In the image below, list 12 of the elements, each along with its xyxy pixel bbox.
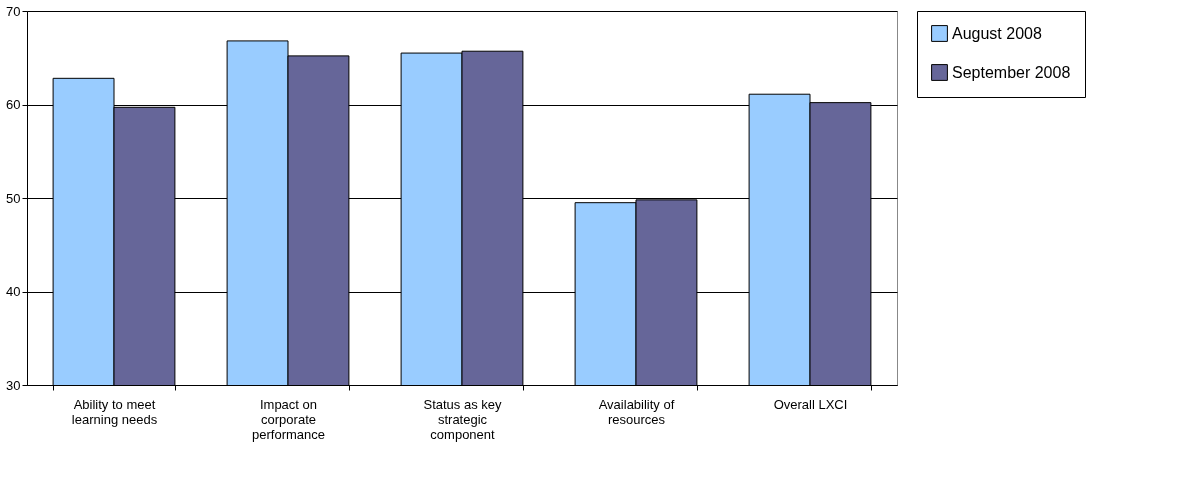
x-tick-label: Availability of resources: [598, 396, 675, 427]
y-tick-label: 30: [6, 377, 21, 393]
y-tick-label: 40: [6, 284, 21, 299]
x-tick-label: Ability to meet learning needs: [71, 396, 158, 427]
x-tick-label: Status as key strategic component: [423, 396, 503, 442]
y-tick-label: 70: [6, 3, 21, 19]
legend-label: September 2008: [952, 63, 1071, 81]
legend-label: August 2008: [952, 24, 1042, 42]
x-tick-label: Impact on corporate performance: [252, 396, 325, 442]
y-tick-label: 50: [6, 190, 21, 206]
x-tick-label: Overall LXCI: [773, 396, 848, 412]
y-tick-label: 60: [6, 97, 21, 112]
